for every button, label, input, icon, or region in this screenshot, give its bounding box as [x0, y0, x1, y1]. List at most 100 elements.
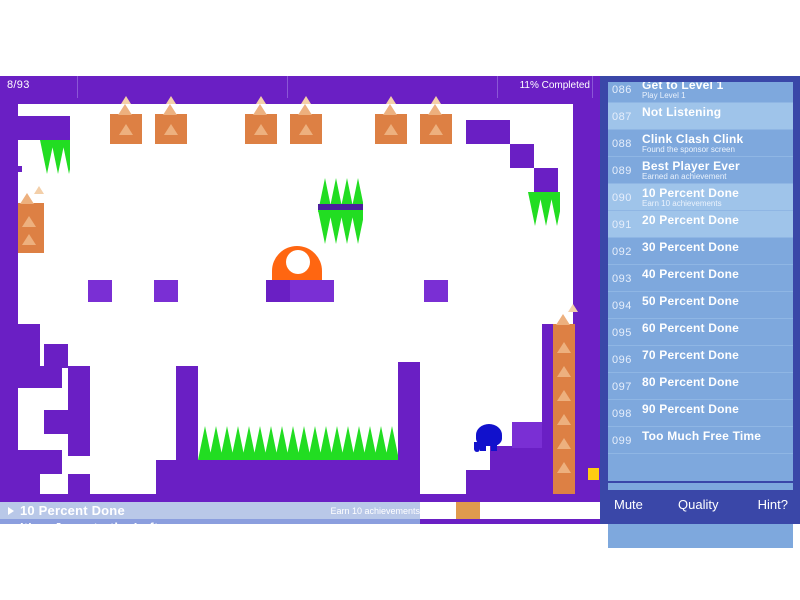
ground — [156, 460, 420, 494]
platform — [18, 116, 70, 140]
toast-desc: Earn 10 achievements — [330, 506, 420, 516]
platform — [68, 366, 90, 432]
achievement-name: 40 Percent Done — [642, 267, 740, 281]
crate-spike-icon — [383, 104, 397, 115]
spike — [351, 178, 363, 212]
achievement-row[interactable]: 096 70 Percent Done — [608, 346, 793, 373]
achievement-row[interactable]: 099 Too Much Free Time — [608, 427, 793, 454]
achievement-number: 090 — [612, 192, 632, 204]
player-leg — [491, 444, 497, 451]
achievement-description: Play Level 1 — [642, 91, 686, 100]
mute-button[interactable]: Mute — [614, 497, 643, 512]
achievement-name: 70 Percent Done — [642, 348, 740, 362]
crate-spike-icon — [253, 104, 267, 115]
panel-divider — [600, 481, 800, 483]
row-divider — [608, 453, 793, 454]
toast-desc: Find a way to move westward — [301, 523, 420, 524]
platform — [18, 366, 62, 388]
crate-detail-icon — [254, 124, 268, 135]
hud-divider — [592, 76, 593, 98]
crate-spike-icon — [301, 96, 311, 104]
platform — [68, 474, 90, 494]
achievement-number: 092 — [612, 246, 632, 258]
achievement-number: 096 — [612, 354, 632, 366]
platform — [290, 280, 334, 302]
achievement-row[interactable]: 086 Get to Level 1 Play Level 1 — [608, 82, 793, 103]
crate-spike-icon — [118, 104, 132, 115]
achievement-number: 087 — [612, 111, 632, 123]
achievement-name: 10 Percent Done — [642, 186, 740, 200]
spike — [40, 140, 54, 174]
play-triangle-icon — [8, 507, 14, 515]
achievement-row[interactable]: 094 50 Percent Done — [608, 292, 793, 319]
achievement-number: 091 — [612, 219, 632, 231]
platform — [266, 280, 290, 302]
level-counter: 8/93 — [7, 79, 30, 91]
achievement-row[interactable]: 097 80 Percent Done — [608, 373, 793, 400]
achievement-number: 094 — [612, 300, 632, 312]
spike — [539, 192, 553, 226]
achievements-list[interactable]: 086 Get to Level 1 Play Level 1 087 Not List… — [608, 82, 793, 548]
achievement-description: Found the sponsor screen — [642, 145, 735, 154]
achievements-panel[interactable]: 086 Get to Level 1 Play Level 1 087 Not List… — [600, 76, 800, 548]
crate-spike-icon — [163, 104, 177, 115]
row-divider — [608, 426, 793, 427]
achievement-row[interactable]: 098 90 Percent Done — [608, 400, 793, 427]
crate-spike-icon — [121, 96, 131, 104]
achievement-row[interactable]: 095 60 Percent Done — [608, 319, 793, 346]
wall-right — [573, 98, 600, 502]
hint-button[interactable]: Hint? — [757, 497, 788, 512]
wall-bottom — [0, 494, 600, 502]
achievement-name: 30 Percent Done — [642, 240, 740, 254]
row-divider — [608, 237, 793, 238]
achievement-description: Earned an achievement — [642, 172, 727, 181]
achievement-row[interactable]: 089 Best Player Ever Earned an achievement — [608, 157, 793, 184]
achievement-name: Get to Level 1 — [642, 82, 724, 92]
completion-percent: 11% Completed — [519, 80, 590, 91]
achievement-number: 089 — [612, 165, 632, 177]
spike — [318, 178, 332, 212]
pillar — [398, 362, 420, 462]
platform — [88, 280, 112, 302]
player-trunk — [474, 442, 480, 452]
crate-detail-icon — [384, 124, 398, 135]
crate-spike-icon — [298, 104, 312, 115]
achievement-number: 086 — [612, 84, 632, 96]
hud-divider — [287, 76, 288, 98]
achievement-row[interactable]: 092 30 Percent Done — [608, 238, 793, 265]
achievement-row[interactable]: 093 40 Percent Done — [608, 265, 793, 292]
achievement-row[interactable]: 088 Clink Clash Clink Found the sponsor sc… — [608, 130, 793, 157]
crate-detail-icon — [557, 414, 571, 425]
achievement-toast: It's a Jump to the Left jmtb02 Find a wa… — [0, 519, 600, 524]
spike — [329, 210, 343, 244]
achievement-number: 097 — [612, 381, 632, 393]
achievement-name: 80 Percent Done — [642, 375, 740, 389]
achievement-name: 90 Percent Done — [642, 402, 740, 416]
spike — [340, 178, 354, 212]
player-leg — [480, 444, 486, 451]
achievement-name: Clink Clash Clink — [642, 132, 744, 146]
achievement-row[interactable]: 090 10 Percent Done Earn 10 achievements — [608, 184, 793, 211]
achievement-name: 60 Percent Done — [642, 321, 740, 335]
crate — [18, 203, 44, 253]
platform — [18, 474, 40, 494]
platform — [424, 280, 448, 302]
row-divider — [608, 129, 793, 130]
row-divider — [608, 264, 793, 265]
game-viewport[interactable]: 8/93 11% Completed — [0, 76, 600, 524]
quality-button[interactable]: Quality — [678, 497, 719, 512]
spike — [51, 140, 65, 174]
achievement-number: 098 — [612, 408, 632, 420]
play-field[interactable] — [0, 96, 600, 502]
pillar — [176, 366, 198, 460]
hud-divider — [497, 76, 498, 98]
crate-spike-icon — [556, 314, 570, 325]
platform — [154, 280, 178, 302]
row-divider — [608, 372, 793, 373]
achievement-row[interactable]: 087 Not Listening — [608, 103, 793, 130]
row-divider — [608, 210, 793, 211]
achievement-row[interactable]: 091 20 Percent Done — [608, 211, 793, 238]
achievement-description: Earn 10 achievements — [642, 199, 722, 208]
achievement-toast: 10 Percent Done Earn 10 achievements — [0, 502, 600, 519]
